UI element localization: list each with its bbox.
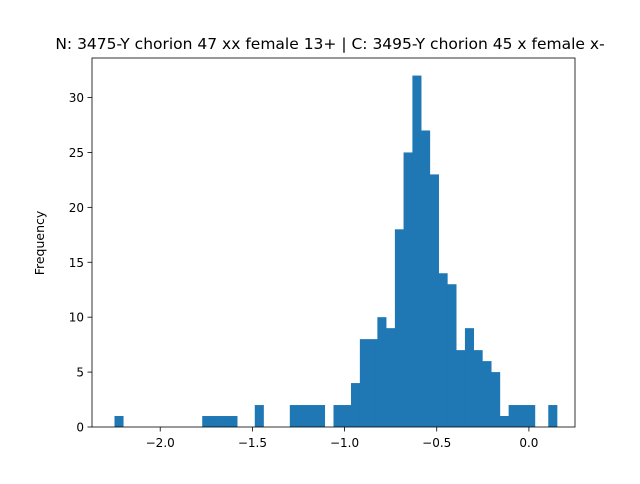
y-tick-label: 0: [76, 421, 84, 435]
histogram-bar: [464, 328, 474, 427]
x-tick-label: −0.5: [422, 436, 451, 450]
histogram-bar: [456, 350, 466, 428]
y-tick-label: 10: [69, 311, 84, 325]
histogram-bar: [403, 152, 413, 427]
histogram-bar: [508, 405, 518, 427]
histogram-bar: [298, 405, 308, 427]
x-axis-ticks: −2.0 −1.5 −1.0 −0.5 0.0: [146, 427, 538, 450]
histogram-bar: [210, 416, 220, 427]
histogram-bar: [438, 273, 448, 427]
histogram-bar: [447, 284, 457, 427]
y-tick-label: 15: [69, 256, 84, 270]
histogram-bar: [219, 416, 229, 427]
histogram-bar: [202, 416, 212, 427]
histogram-bar: [228, 416, 238, 427]
histogram-bar: [491, 372, 501, 427]
chart-title: N: 3475-Y chorion 47 xx female 13+ | C: …: [55, 35, 604, 53]
plot-frame: [91, 57, 576, 428]
x-tick-label: −1.5: [238, 436, 267, 450]
histogram-bar: [517, 405, 527, 427]
histogram-bar: [342, 405, 352, 427]
bars-layer: [114, 75, 558, 428]
x-tick-label: −2.0: [146, 436, 175, 450]
histogram-bar: [351, 383, 361, 427]
histogram-bar: [482, 361, 492, 427]
histogram-bar: [315, 405, 326, 427]
histogram-bar: [394, 229, 404, 427]
y-axis-ticks: 0 5 10 15 20 25 30: [69, 91, 92, 435]
histogram-bar: [368, 339, 378, 427]
histogram-bar: [526, 405, 536, 427]
histogram-bar: [412, 75, 422, 427]
histogram-bar: [307, 405, 317, 427]
histogram-bar: [429, 174, 439, 427]
histogram-bar: [289, 405, 299, 427]
x-tick-label: −1.0: [330, 436, 359, 450]
histogram-bar: [473, 350, 483, 428]
histogram-bar: [548, 405, 558, 427]
y-axis-label: Frequency: [32, 210, 47, 275]
y-tick-label: 30: [69, 91, 84, 105]
y-tick-label: 25: [69, 146, 84, 160]
histogram-bar: [333, 405, 343, 427]
histogram-bar: [114, 416, 124, 427]
histogram-bar: [377, 317, 387, 427]
histogram-bar: [254, 405, 264, 427]
histogram-bar: [359, 339, 369, 427]
y-tick-label: 5: [76, 366, 84, 380]
y-tick-label: 20: [69, 201, 84, 215]
x-tick-label: 0.0: [519, 436, 538, 450]
histogram-bar: [421, 130, 431, 428]
histogram-bar: [386, 328, 396, 427]
histogram-bar: [499, 416, 510, 427]
